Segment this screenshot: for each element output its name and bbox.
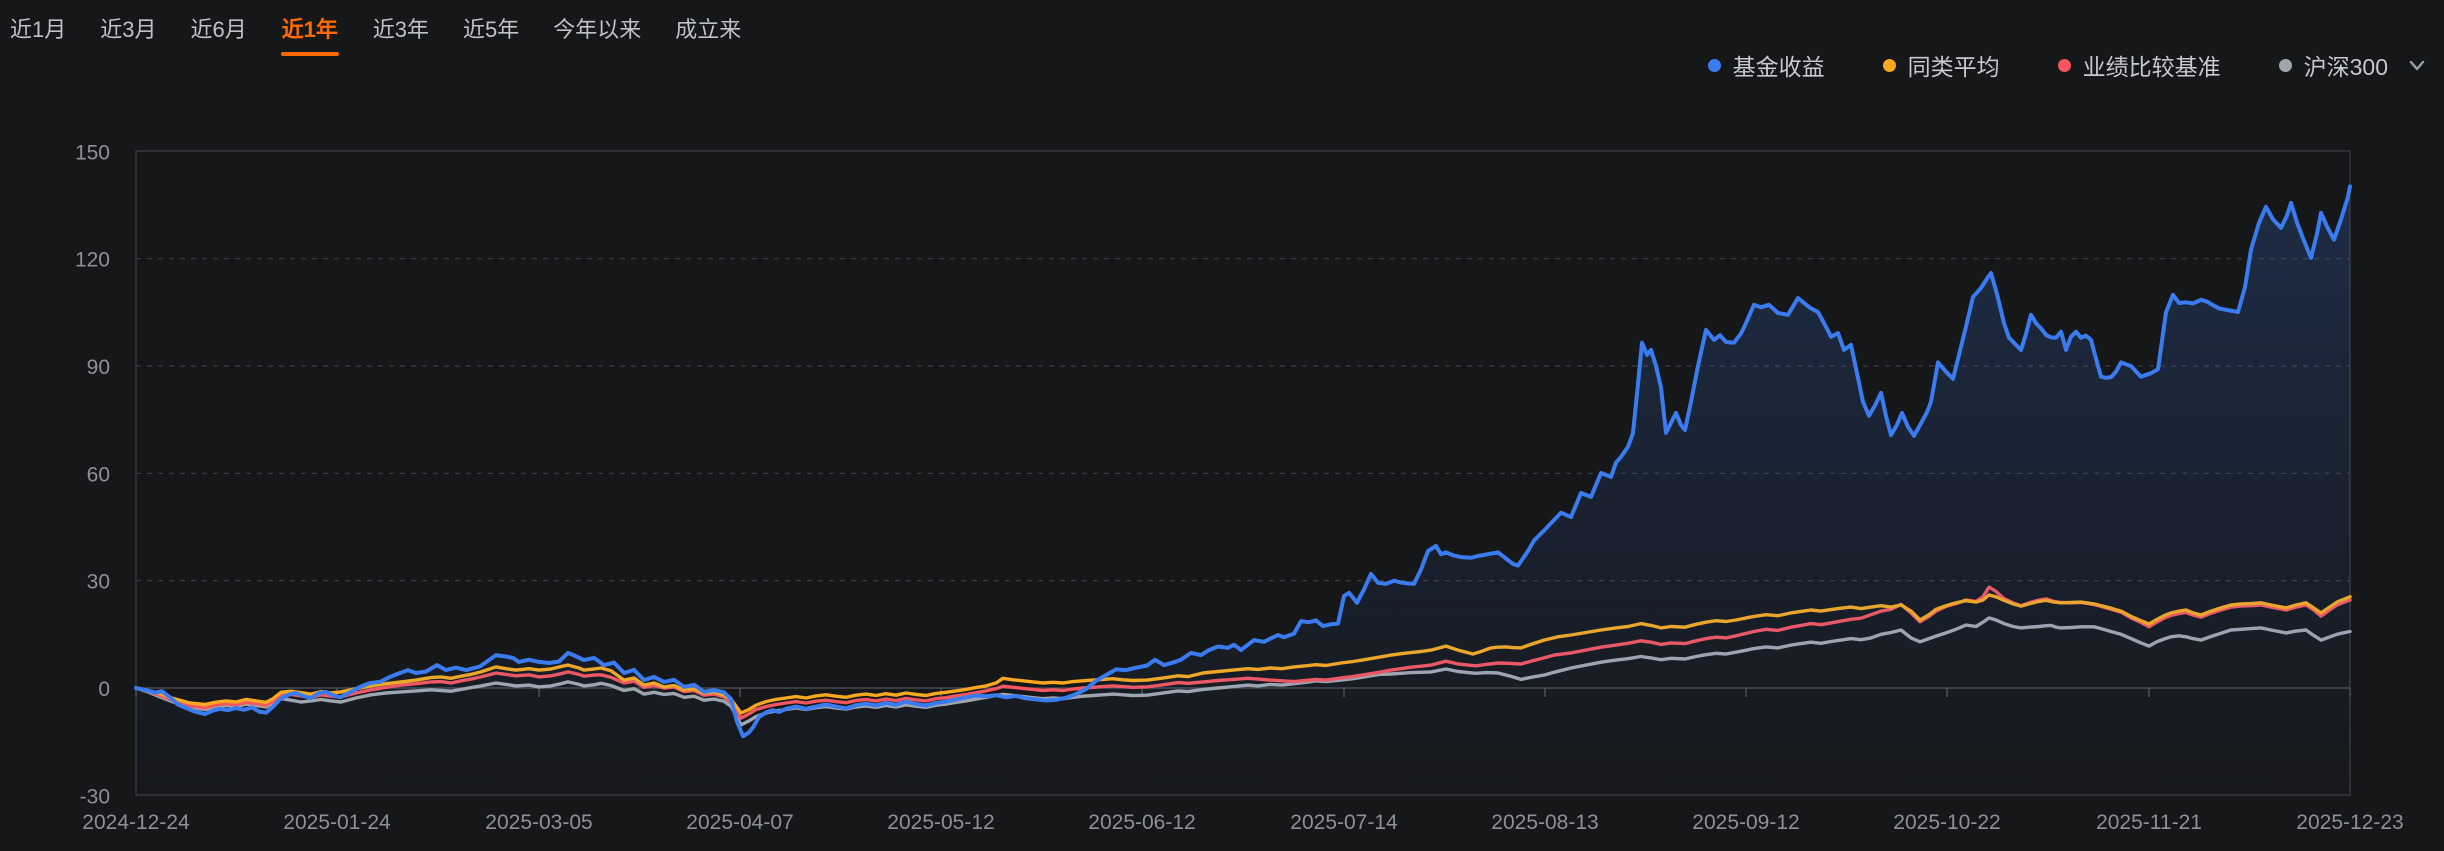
y-axis-label: 120 [75, 249, 110, 272]
x-axis-label: 2025-01-24 [283, 811, 391, 834]
tab-3m[interactable]: 近3月 [100, 8, 156, 56]
x-axis-label: 2024-12-24 [82, 811, 190, 834]
legend-dot-csi300 [2278, 58, 2292, 72]
tab-ytd-label: 今年以来 [553, 17, 642, 42]
x-axis-label: 2025-03-05 [485, 811, 592, 834]
x-axis-label: 2025-05-12 [887, 811, 994, 834]
series-area-fill [136, 186, 2350, 795]
legend-label: 沪深300 [2303, 54, 2388, 80]
legend-item-category-average[interactable]: 同类平均 [1882, 48, 2000, 82]
y-axis-label: 0 [98, 678, 110, 701]
y-axis-label: 60 [87, 463, 110, 486]
x-axis-label: 2025-07-14 [1290, 811, 1398, 834]
chevron-down-icon[interactable] [2406, 54, 2428, 76]
legend-dot-category-average [1882, 58, 1896, 72]
series-line-基金收益 [134, 184, 2352, 739]
legend-dot-fund-return [1707, 58, 1721, 72]
x-axis-label: 2025-08-13 [1491, 811, 1598, 834]
tab-3m-label: 近3月 [100, 17, 157, 42]
tab-1m-label: 近1月 [10, 17, 67, 42]
legend-item-fund-return[interactable]: 基金收益 [1707, 48, 1825, 82]
chart-legend: 基金收益 同类平均 业绩比较基准 沪深300 [1707, 48, 2428, 82]
y-axis-label: 90 [87, 356, 110, 379]
x-axis-label: 2025-04-07 [686, 811, 793, 834]
legend-label: 同类平均 [1907, 54, 2000, 80]
tab-1y-label: 近1年 [281, 17, 338, 42]
tab-active-underline [280, 52, 339, 56]
y-axis-label: 30 [87, 571, 110, 594]
tab-5y-label: 近5年 [463, 17, 520, 42]
y-axis-label: 150 [75, 141, 110, 164]
tab-3y[interactable]: 近3年 [373, 8, 429, 56]
tab-1y[interactable]: 近1年 [280, 8, 339, 56]
period-tabbar: 近1月 近3月 近6月 近1年 近3年 近5年 今年以来 成立来 [10, 8, 741, 56]
tab-5y[interactable]: 近5年 [463, 8, 519, 56]
y-axis-label: -30 [80, 785, 110, 808]
legend-label: 业绩比较基准 [2082, 54, 2221, 80]
tab-ytd[interactable]: 今年以来 [553, 8, 641, 56]
y-axis-labels: 150 120 90 60 30 0 -30 [75, 141, 110, 808]
x-axis-label: 2025-10-22 [1893, 811, 2000, 834]
tab-3y-label: 近3年 [372, 17, 429, 42]
tab-inception-label: 成立来 [675, 17, 742, 42]
legend-dot-benchmark [2057, 58, 2071, 72]
tab-6m-label: 近6月 [190, 17, 247, 42]
x-axis-labels: 2024-12-24 2025-01-24 2025-03-05 2025-04-07… [82, 811, 2403, 834]
legend-item-csi300[interactable]: 沪深300 [2278, 48, 2428, 82]
legend-label: 基金收益 [1732, 54, 1825, 80]
tab-6m[interactable]: 近6月 [191, 8, 247, 56]
x-axis-label: 2025-09-12 [1692, 811, 1799, 834]
tab-inception[interactable]: 成立来 [675, 8, 741, 56]
legend-item-benchmark[interactable]: 业绩比较基准 [2057, 48, 2221, 82]
x-axis-label: 2025-06-12 [1088, 811, 1195, 834]
tab-1m[interactable]: 近1月 [10, 8, 66, 56]
x-axis-label: 2025-11-21 [2096, 811, 2202, 834]
x-axis-label: 2025-12-23 [2296, 811, 2403, 834]
